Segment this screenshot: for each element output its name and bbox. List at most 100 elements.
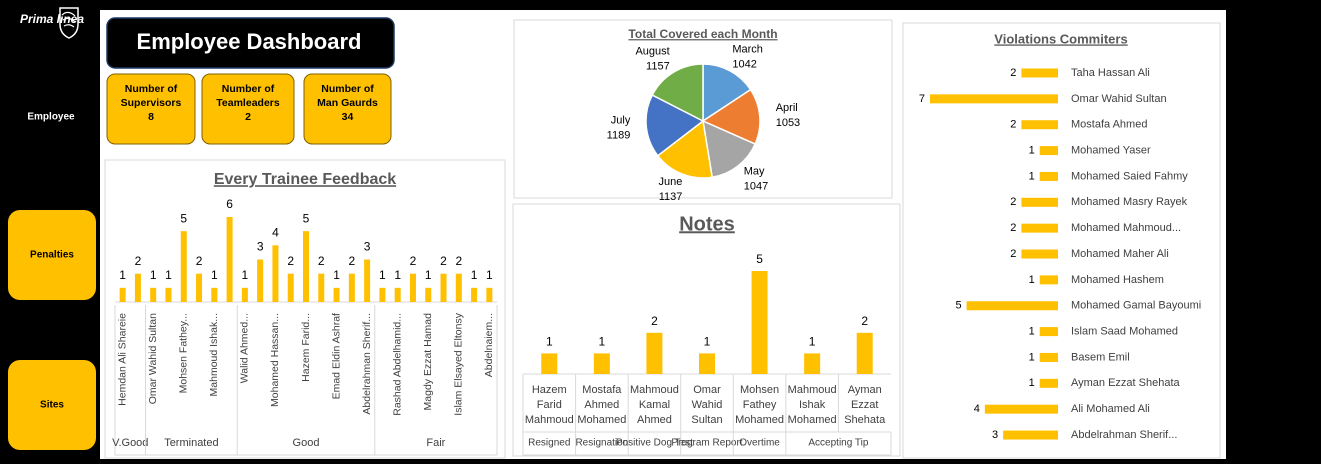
nav-sites[interactable]: Sites	[40, 400, 64, 411]
data-label: 2	[1010, 119, 1016, 131]
bar	[196, 273, 203, 302]
group-label: Program Report	[671, 438, 742, 449]
pie-label: May	[744, 166, 765, 178]
bar	[646, 332, 663, 374]
group-label: Terminated	[164, 437, 218, 449]
x-tick-label: Mahmoud Ishak...	[208, 313, 220, 396]
x-tick-label: Abdelrahman Sherif...	[361, 313, 373, 415]
data-label: 1	[242, 268, 249, 282]
data-label: 5	[756, 252, 763, 266]
bar	[226, 217, 233, 302]
y-tick-label: Mostafa Ahmed	[1071, 119, 1147, 131]
kpi-card	[201, 73, 295, 145]
bar	[303, 231, 309, 302]
x-tick-label: Hazem Farid...	[300, 313, 312, 382]
bar	[425, 287, 432, 302]
bar	[409, 273, 416, 302]
nav-penalties[interactable]: Penalties	[30, 250, 74, 261]
bar	[150, 287, 157, 302]
data-label: 1	[704, 335, 711, 349]
pie-slice	[702, 63, 752, 123]
data-label: 1	[546, 335, 553, 349]
y-tick-label: Mohamed Mahmoud...	[1071, 222, 1181, 234]
pie-slice	[702, 119, 757, 179]
pie-value: 1053	[776, 117, 800, 129]
data-label: 3	[364, 240, 371, 254]
group-label: Overtime	[739, 438, 780, 449]
x-tick-label: Hazem Farid Mahmoud	[525, 384, 574, 426]
y-tick-label: Mohamed Masry Rayek	[1071, 196, 1188, 208]
pie-slice	[701, 88, 761, 146]
dashboard-title: Employee Dashboard	[137, 29, 362, 54]
data-label: 4	[272, 226, 279, 240]
group-label: Positive Dog Test	[616, 438, 693, 449]
data-label: 2	[196, 254, 203, 268]
bar	[804, 353, 821, 374]
bar	[699, 353, 715, 374]
y-tick-label: Mohamed Gamal Bayoumi	[1071, 300, 1201, 312]
group-label: Resigned	[528, 438, 570, 449]
data-label: 2	[1010, 222, 1016, 234]
x-tick-label: Omar Wahid Sultan	[691, 384, 722, 426]
kpi-label: Number of Teamleaders	[216, 83, 280, 109]
x-tick-label: Omar Wahid Sultan	[147, 313, 159, 404]
data-label: 1	[165, 268, 172, 282]
pie-slice	[656, 119, 714, 179]
data-label: 3	[257, 240, 264, 254]
bar	[1021, 120, 1058, 130]
bar	[856, 332, 873, 374]
bar	[471, 287, 478, 302]
y-tick-label: Abdelrahman Sherif...	[1071, 429, 1177, 441]
data-label: 7	[919, 93, 925, 105]
y-tick-label: Mohamed Maher Ali	[1071, 248, 1169, 260]
pie-label: June	[659, 176, 683, 188]
data-label: 2	[1010, 248, 1016, 260]
bar	[379, 287, 386, 302]
data-label: 1	[211, 268, 218, 282]
data-label: 2	[861, 314, 868, 328]
pie-value: 1137	[659, 191, 683, 203]
logo-icon	[59, 7, 79, 39]
bar	[165, 287, 172, 302]
bar	[272, 245, 279, 302]
data-label: 1	[1029, 144, 1035, 156]
data-label: 2	[287, 254, 294, 268]
nav-button[interactable]	[8, 360, 96, 450]
data-label: 1	[150, 268, 157, 282]
bar	[211, 287, 218, 302]
x-tick-label: Walid Ahmed...	[239, 313, 251, 383]
chart-title: Violations Commiters	[994, 31, 1127, 46]
data-label: 1	[1029, 377, 1035, 389]
x-tick-label: Abdelnaiem...	[483, 313, 495, 377]
y-tick-label: Mohamed Yaser	[1071, 144, 1151, 156]
pie-slice	[651, 63, 704, 123]
data-label: 1	[333, 268, 340, 282]
kpi-value: 34	[342, 111, 354, 123]
y-tick-label: Islam Saad Mohamed	[1071, 326, 1178, 338]
nav-button[interactable]	[8, 210, 96, 300]
bar	[1003, 430, 1058, 440]
bar	[1021, 223, 1058, 233]
data-label: 1	[379, 268, 386, 282]
x-tick-label: Ayman Ezzat Shehata	[844, 384, 886, 426]
data-label: 1	[599, 335, 606, 349]
x-tick-label: Mohsen Fathey Mohamed	[735, 384, 784, 426]
chart-title: Total Covered each Month	[628, 27, 777, 41]
data-label: 2	[318, 254, 325, 268]
bar	[440, 273, 447, 302]
y-tick-label: Mohamed Saied Fahmy	[1071, 170, 1188, 182]
kpi-label: Number of Man Gaurds	[317, 83, 378, 109]
pie-slice	[645, 93, 705, 157]
bar	[119, 287, 126, 302]
logo: Prima linea	[20, 7, 84, 39]
data-label: 2	[135, 254, 142, 268]
y-tick-label: Mohamed Hashem	[1071, 274, 1164, 286]
bar	[348, 273, 355, 302]
pie-label: April	[776, 102, 798, 114]
data-label: 5	[180, 211, 187, 225]
nav-employee[interactable]: Employee	[27, 112, 75, 123]
group-label: V.Good	[112, 437, 148, 449]
y-tick-label: Ali Mohamed Ali	[1071, 403, 1150, 415]
bar	[541, 353, 558, 374]
group-label: Fair	[426, 437, 445, 449]
